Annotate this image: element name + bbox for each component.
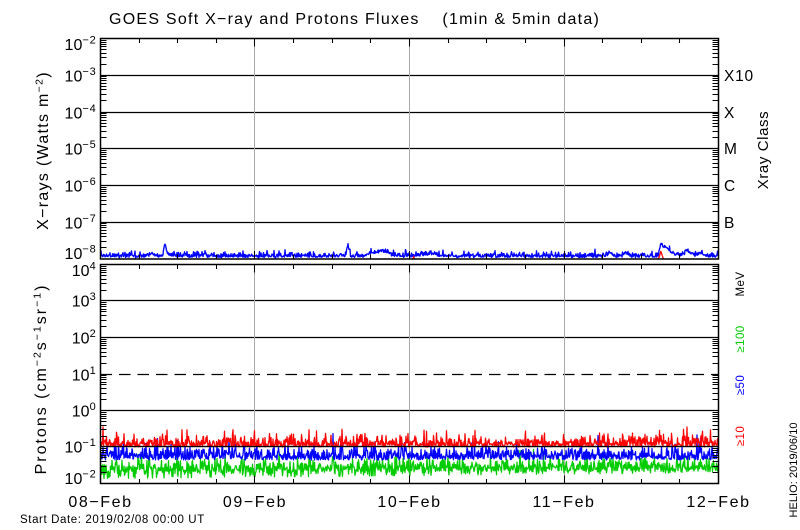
- svg-text:B: B: [724, 215, 735, 232]
- svg-text:08−Feb: 08−Feb: [68, 494, 132, 511]
- svg-text:HELIO: 2019/06/10: HELIO: 2019/06/10: [788, 422, 800, 517]
- svg-text:MeV: MeV: [735, 272, 747, 297]
- svg-text:Protons (cm−2s−1sr−1): Protons (cm−2s−1sr−1): [32, 284, 51, 475]
- svg-text:GOES Soft X−ray and Protons Fl: GOES Soft X−ray and Protons Fluxes (1min…: [109, 11, 600, 28]
- svg-text:M: M: [724, 141, 738, 158]
- svg-text:X10: X10: [724, 68, 754, 85]
- svg-text:≥100: ≥100: [735, 325, 747, 352]
- svg-text:12−Feb: 12−Feb: [686, 494, 750, 511]
- svg-text:X−rays (Watts m−2): X−rays (Watts m−2): [34, 71, 53, 230]
- svg-text:≥50: ≥50: [735, 375, 747, 395]
- svg-text:C: C: [724, 178, 736, 195]
- svg-text:Start Date: 2019/02/08 00:00 U: Start Date: 2019/02/08 00:00 UT: [20, 514, 205, 526]
- svg-text:X: X: [724, 105, 735, 122]
- svg-text:11−Feb: 11−Feb: [532, 494, 595, 511]
- svg-text:Xray Class: Xray Class: [755, 111, 772, 190]
- svg-text:≥10: ≥10: [735, 426, 747, 446]
- svg-text:09−Feb: 09−Feb: [223, 494, 287, 511]
- svg-text:10−Feb: 10−Feb: [377, 494, 441, 511]
